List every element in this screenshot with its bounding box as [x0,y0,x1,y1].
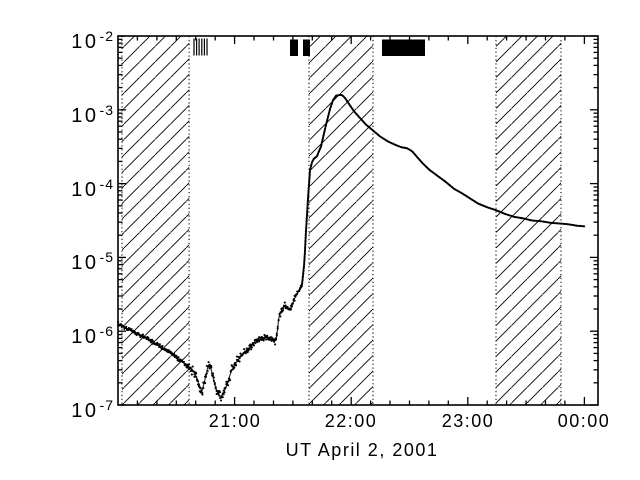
observation-bar [290,39,298,56]
observation-bars [290,39,425,56]
flux-curve-flare [301,94,586,286]
y-tick-label-1e-7: 10-7 [71,397,114,422]
x-tick-label-0000: 00:00 [557,411,611,431]
flux-curve-noise-dots [117,284,303,402]
x-axis-title: UT April 2, 2001 [285,440,439,460]
y-tick-label-1e-4: 10-4 [71,176,114,201]
y-tick-label-1e-5: 10-5 [71,249,114,274]
observation-bar [382,39,425,56]
hatched-interval [122,36,190,405]
y-tick-label-1e-3: 10-3 [71,102,114,127]
hatched-intervals [121,36,562,405]
x-tick-label-2200: 22:00 [324,411,378,431]
axis-ticks [118,35,598,406]
x-tick-label-2100: 21:00 [208,411,262,431]
observation-bar [303,39,310,56]
plot-border [117,35,599,406]
event-tick-marks [193,38,208,56]
x-tick-label-2300: 23:00 [441,411,495,431]
y-tick-label-1e-2: 10-2 [71,28,114,53]
hatched-interval [309,36,373,405]
y-tick-label-1e-6: 10-6 [71,323,114,348]
